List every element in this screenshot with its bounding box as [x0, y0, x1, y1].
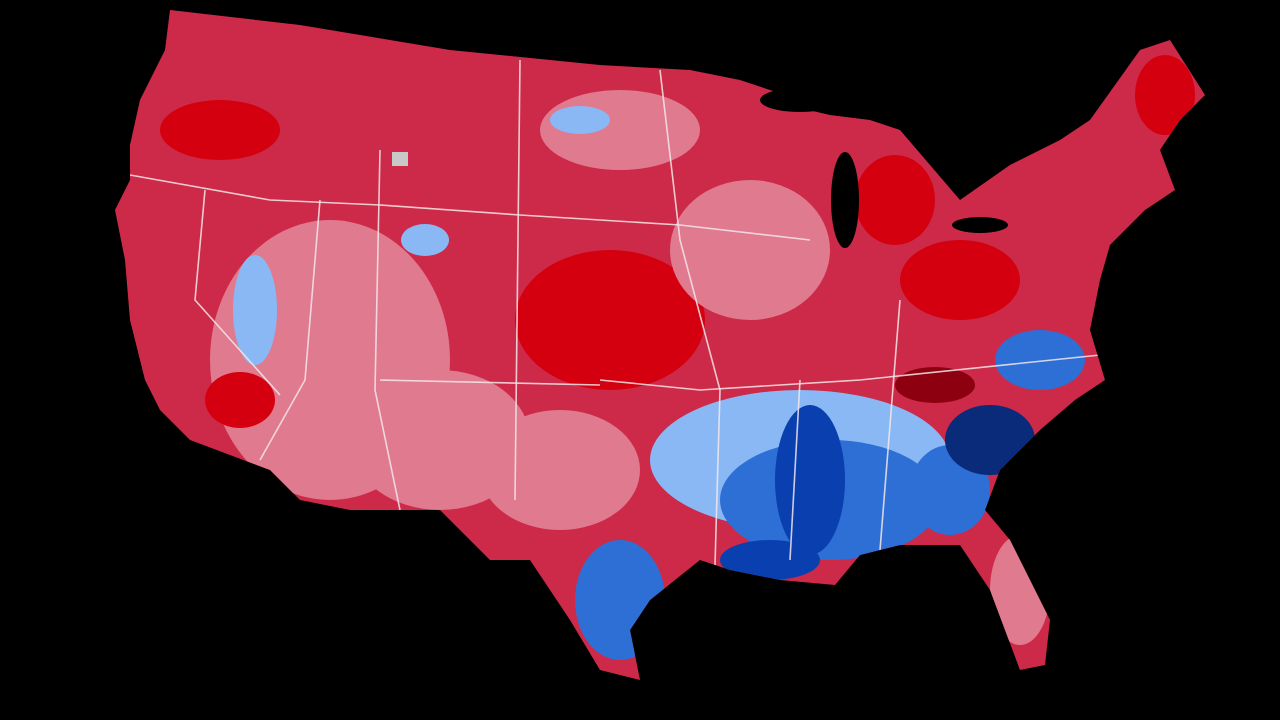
region-ohio-strong-red	[900, 240, 1020, 320]
region-california-strong-red	[205, 372, 275, 428]
region-dakota-blue	[550, 106, 610, 134]
lake-superior	[760, 88, 840, 112]
region-maine-strong-red	[1135, 55, 1195, 135]
region-kentucky-dark-red	[895, 367, 975, 403]
lake-erie	[952, 217, 1008, 233]
state-borders	[129, 59, 1101, 566]
region-louisiana-strong-blue	[720, 540, 820, 580]
lake-michigan	[831, 152, 859, 248]
region-plains-strong-red	[515, 250, 705, 390]
region-texas-light-red	[480, 410, 640, 530]
region-mississippi-strong-blue	[775, 405, 845, 555]
region-carolina-dark-blue	[945, 405, 1035, 475]
region-oregon-strong-red	[160, 100, 280, 160]
region-midwest-light-red	[670, 180, 830, 320]
region-nevada-blue	[233, 255, 277, 365]
region-virginia-blue	[995, 330, 1085, 390]
region-wyoming-blue	[401, 224, 449, 256]
region-no-data	[392, 152, 408, 166]
region-michigan-strong-red	[855, 155, 935, 245]
